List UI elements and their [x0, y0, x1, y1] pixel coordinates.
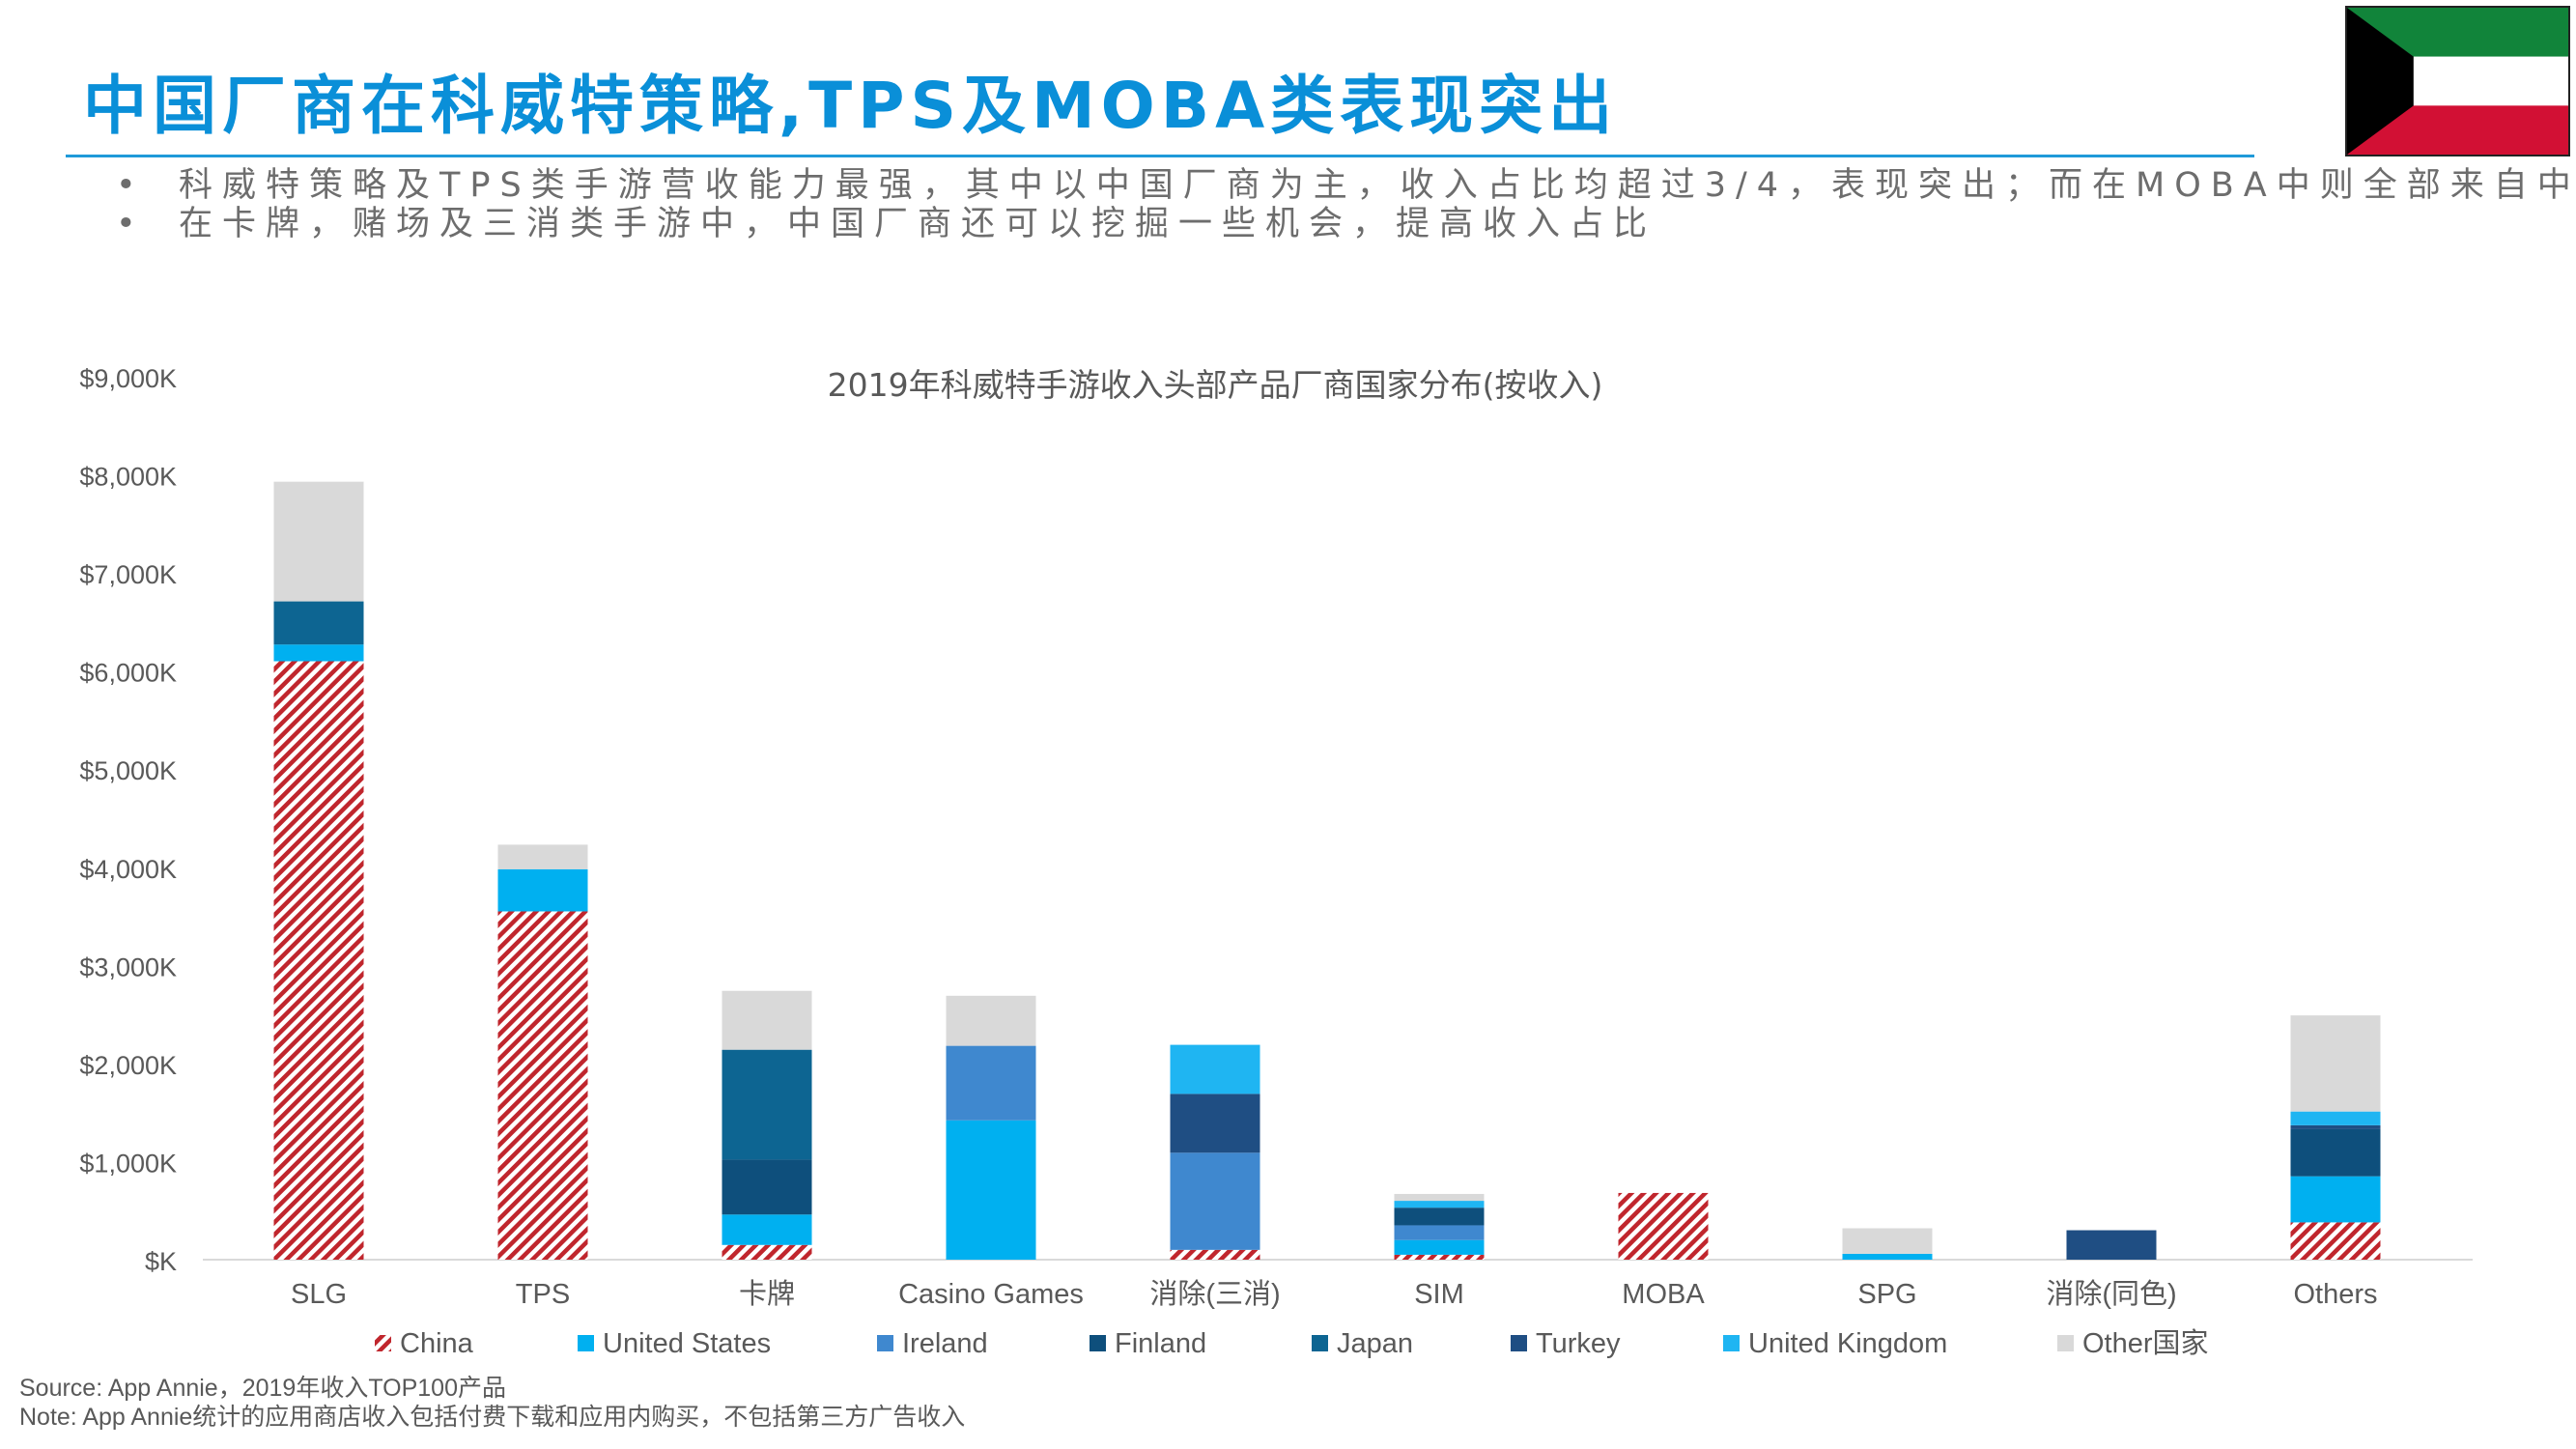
y-tick-label: $4,000K — [79, 855, 177, 884]
bullet-list: • 科威特策略及TPS类手游营收能力最强，其中以中国厂商为主，收入占比均超过3/4… — [116, 166, 2576, 243]
bar-segment — [722, 1244, 812, 1260]
legend-swatch — [1723, 1335, 1740, 1351]
stacked-bar-chart: 2019年科威特手游收入头部产品厂商国家分布(按收入) $K $1,000K $2,… — [79, 364, 2473, 1359]
legend-label: Turkey — [1536, 1328, 1621, 1359]
bar-segment — [722, 1214, 812, 1245]
bar-segment — [722, 1049, 812, 1160]
bullet-glyph: • — [116, 166, 146, 205]
bar-segment — [2290, 1111, 2381, 1125]
bar-segment — [273, 481, 364, 602]
x-tick-label: SLG — [291, 1279, 347, 1310]
y-tick-label: $5,000K — [79, 756, 177, 785]
bar-segment — [1170, 1094, 1260, 1153]
x-tick-label: TPS — [516, 1279, 570, 1310]
bar-segment — [1394, 1208, 1485, 1226]
bar-segment — [2290, 1176, 2381, 1223]
bar-segment — [1394, 1254, 1485, 1260]
bar-segment — [1842, 1253, 1933, 1260]
legend-label: China — [400, 1328, 474, 1359]
bar-segment — [2290, 1222, 2381, 1260]
bullet-item: • 在卡牌，赌场及三消类手游中，中国厂商还可以挖掘一些机会，提高收入占比 — [116, 205, 2576, 243]
y-tick-label: $2,000K — [79, 1051, 177, 1080]
x-tick-label: 消除(同色) — [2046, 1278, 2176, 1310]
y-tick-label: $6,000K — [79, 659, 177, 688]
bar-segment — [1394, 1225, 1485, 1240]
bar-segment — [2290, 1015, 2381, 1112]
y-tick-label: $K — [145, 1247, 177, 1276]
bullet-glyph: • — [116, 205, 146, 243]
note-text: Note: App Annie统计的应用商店收入包括付费下载和应用内购买，不包括… — [19, 1404, 966, 1431]
legend-swatch — [375, 1335, 391, 1351]
legend-swatch — [1090, 1335, 1106, 1351]
legend-label: United States — [603, 1328, 771, 1359]
legend-swatch — [578, 1335, 594, 1351]
x-tick-label: Casino Games — [898, 1279, 1084, 1310]
bullet-text: 科威特策略及TPS类手游营收能力最强，其中以中国厂商为主，收入占比均超过3/4，… — [179, 166, 2576, 205]
title-divider — [66, 155, 2254, 157]
bar-segment — [273, 601, 364, 645]
bar-segment — [946, 1045, 1036, 1121]
bullet-text: 在卡牌，赌场及三消类手游中，中国厂商还可以挖掘一些机会，提高收入占比 — [179, 205, 1657, 243]
kuwait-flag-icon — [2345, 6, 2570, 156]
bullet-item: • 科威特策略及TPS类手游营收能力最强，其中以中国厂商为主，收入占比均超过3/4… — [116, 166, 2576, 205]
bar-segment — [2066, 1230, 2157, 1260]
y-tick-label: $8,000K — [79, 463, 177, 492]
bar-segment — [946, 1120, 1036, 1260]
bar-segment — [497, 868, 588, 912]
bar-segment — [273, 644, 364, 662]
legend-swatch — [1312, 1335, 1328, 1351]
bar-segment — [1394, 1239, 1485, 1255]
x-tick-label: 卡牌 — [739, 1278, 795, 1310]
bar-segment — [1842, 1228, 1933, 1254]
bar-segment — [273, 661, 364, 1260]
x-tick-label: SPG — [1857, 1279, 1916, 1310]
legend-label: Other国家 — [2082, 1327, 2209, 1359]
bar-segment — [1170, 1044, 1260, 1094]
x-tick-label: Others — [2293, 1279, 2377, 1310]
y-tick-label: $1,000K — [79, 1149, 177, 1178]
page-title: 中国厂商在科威特策略,TPS及MOBA类表现突出 — [83, 69, 1619, 143]
legend-label: Finland — [1115, 1328, 1206, 1359]
y-tick-label: $3,000K — [79, 952, 177, 981]
bar-segment — [722, 990, 812, 1050]
legend-label: Japan — [1337, 1328, 1413, 1359]
bar-segment — [2290, 1128, 2381, 1177]
bar-segment — [1618, 1192, 1709, 1260]
y-tick-label: $7,000K — [79, 560, 177, 589]
bar-segment — [946, 995, 1036, 1046]
y-tick-label: $9,000K — [79, 364, 177, 393]
x-tick-label: SIM — [1414, 1279, 1464, 1310]
chart-title: 2019年科威特手游收入头部产品厂商国家分布(按收入) — [828, 366, 1603, 404]
x-tick-label: 消除(三消) — [1149, 1278, 1280, 1310]
bar-segment — [1394, 1201, 1485, 1208]
bar-segment — [1170, 1249, 1260, 1260]
bar-segment — [2290, 1124, 2381, 1129]
source-text: Source: App Annie，2019年收入TOP100产品 — [19, 1375, 506, 1402]
chart-footnote: Source: App Annie，2019年收入TOP100产品 Note: … — [19, 1374, 965, 1432]
bar-segment — [1394, 1193, 1485, 1202]
bar-segment — [497, 844, 588, 869]
bar-segment — [722, 1159, 812, 1215]
legend-swatch — [1511, 1335, 1527, 1351]
legend-swatch — [877, 1335, 893, 1351]
x-tick-label: MOBA — [1622, 1279, 1705, 1310]
legend-label: United Kingdom — [1748, 1328, 1947, 1359]
bar-segment — [1170, 1152, 1260, 1250]
bar-segment — [497, 911, 588, 1260]
legend-swatch — [2057, 1335, 2074, 1351]
legend-label: Ireland — [902, 1328, 988, 1359]
